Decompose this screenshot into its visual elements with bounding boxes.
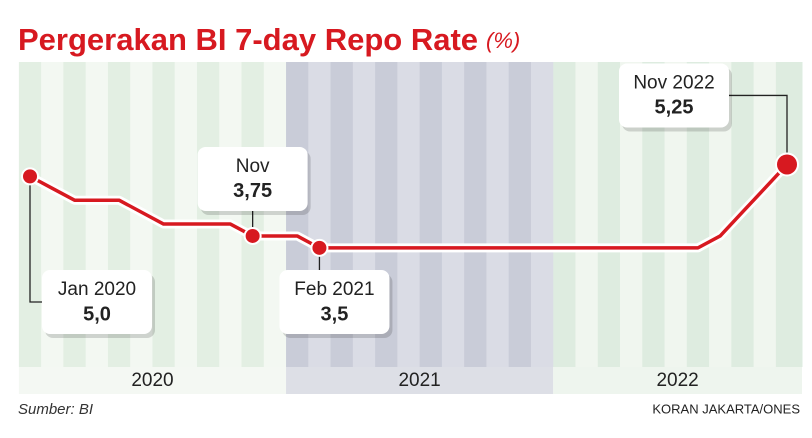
- annotation-box: [279, 270, 390, 334]
- year-band: [553, 367, 802, 394]
- annotation-date: Nov: [236, 156, 270, 177]
- month-stripe: [530, 62, 554, 367]
- month-stripe: [553, 62, 576, 367]
- year-label: 2020: [131, 370, 173, 391]
- month-stripe: [219, 62, 243, 367]
- annotation-box: [42, 270, 152, 334]
- month-stripe: [174, 62, 198, 367]
- month-stripe: [152, 62, 176, 367]
- month-stripe: [642, 62, 666, 367]
- line: [29, 163, 789, 250]
- year-label: 2022: [656, 370, 698, 391]
- title-text: Pergerakan BI 7-day Repo Rate: [18, 22, 478, 57]
- month-stripe: [486, 62, 510, 367]
- credit: KORAN JAKARTA/ONES: [652, 401, 800, 416]
- unit: (%): [486, 28, 520, 53]
- leader-line: [29, 176, 42, 303]
- annotation-box: [197, 146, 308, 211]
- month-stripe: [686, 62, 710, 367]
- annotation-value: 5,0: [83, 303, 111, 325]
- annotation-date: Feb 2021: [294, 279, 374, 300]
- annotation-value: 3,5: [321, 303, 349, 325]
- point: [777, 154, 797, 175]
- month-stripe: [397, 62, 421, 367]
- leader-line: [729, 94, 788, 165]
- month-stripe: [508, 62, 532, 367]
- point: [245, 228, 260, 243]
- month-stripe: [775, 62, 803, 367]
- year-band: [286, 367, 554, 394]
- annotation-value: 5,25: [655, 97, 694, 119]
- chart-title: Pergerakan BI 7-day Repo Rate (%): [18, 22, 520, 57]
- month-stripe: [709, 62, 732, 367]
- annotation-value: 3,75: [233, 180, 272, 202]
- month-stripe: [753, 62, 777, 367]
- plot: Jan 2020 5,0 Nov 3,75 Feb 2021 3,5 Nov 2022 5,2…: [21, 63, 799, 338]
- year-band: [18, 367, 287, 394]
- point: [23, 169, 37, 184]
- month-stripe: [419, 62, 443, 367]
- annotation-date: Nov 2022: [633, 72, 714, 93]
- month-stripe: [620, 62, 643, 367]
- month-stripe: [664, 62, 688, 367]
- year-label: 2021: [398, 370, 440, 391]
- month-stripe: [441, 62, 465, 367]
- annotation-box: [619, 63, 729, 128]
- point: [312, 240, 327, 255]
- month-stripe: [575, 62, 599, 367]
- annotation-date: Jan 2020: [58, 279, 136, 300]
- source: Sumber: BI: [18, 401, 93, 418]
- month-stripe: [597, 62, 621, 367]
- month-stripe: [464, 62, 487, 367]
- month-stripe: [196, 62, 220, 367]
